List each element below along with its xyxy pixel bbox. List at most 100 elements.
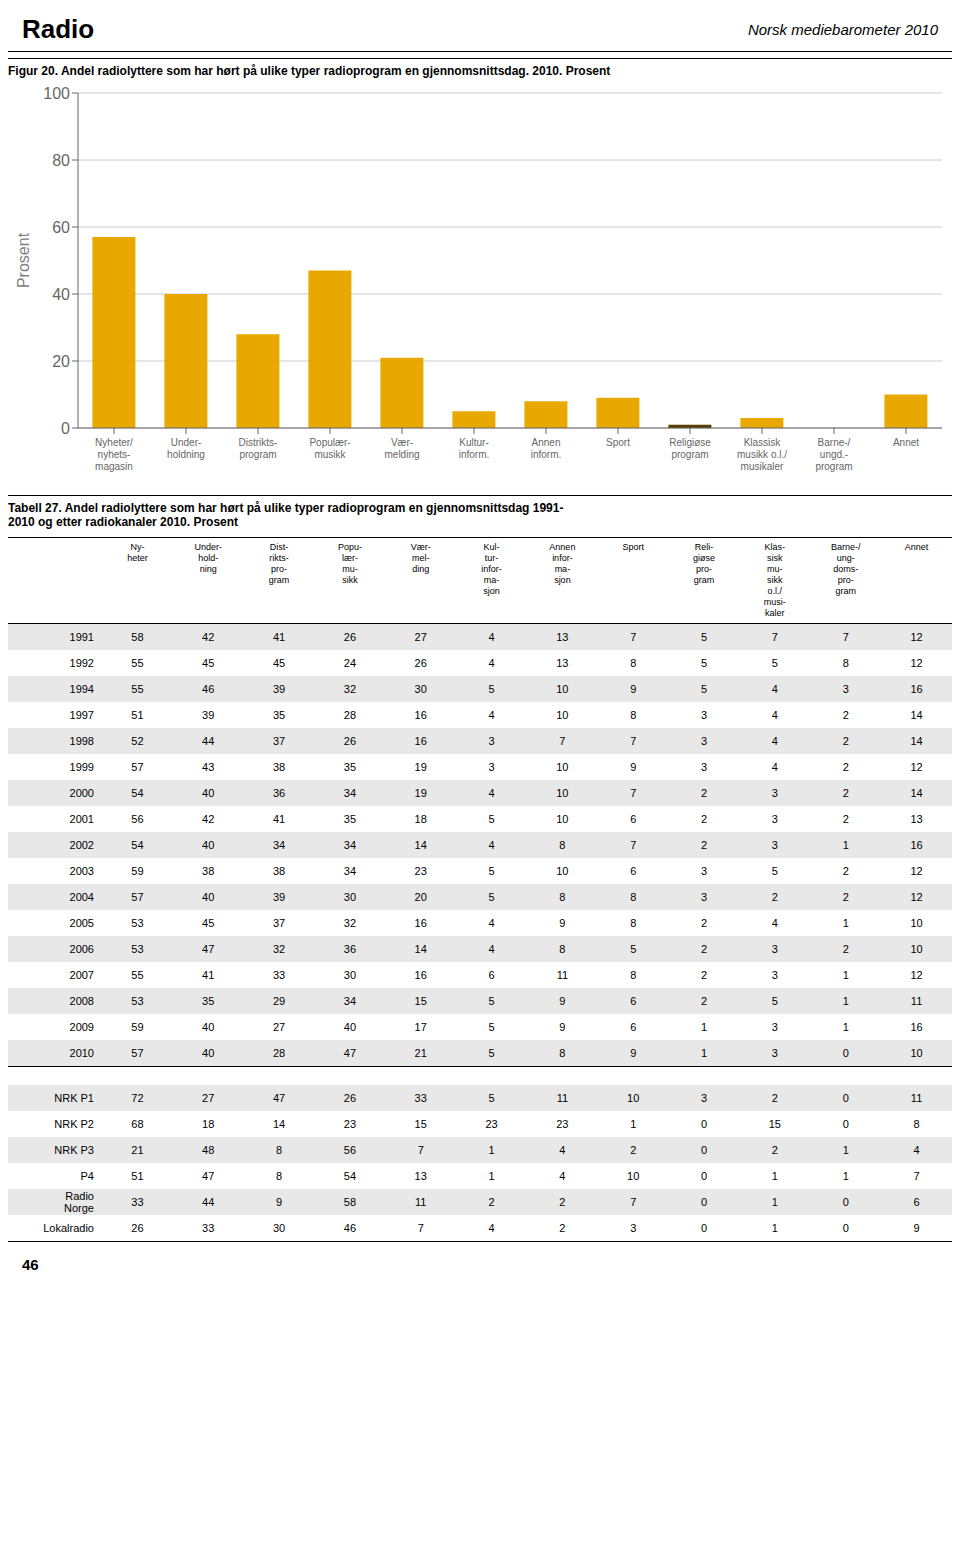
html-text:Vær- mel- ding: Vær- mel- ding — [410, 542, 431, 574]
svg-text:20: 20 — [52, 353, 70, 370]
html-text:Annen infor- ma- sjon: Annen infor- ma- sjon — [549, 542, 576, 585]
svg-text:Barne-/ungd.-program: Barne-/ungd.-program — [815, 437, 852, 472]
html-text:Tabell 27. Andel radiolyttere: Tabell 27. Andel radiolyttere som har hø… — [8, 501, 564, 529]
html-text:37: 37 — [272, 735, 286, 747]
html-text:16: 16 — [910, 683, 923, 695]
html-text:Radio: Radio — [22, 14, 95, 44]
html-text:10: 10 — [556, 787, 569, 799]
html-text:58: 58 — [131, 631, 144, 643]
html-text:1991: 1991 — [69, 631, 94, 643]
svg-text:0: 0 — [61, 420, 70, 437]
html-text:41: 41 — [272, 813, 286, 825]
html-text:16: 16 — [414, 735, 427, 747]
html-text:13: 13 — [910, 813, 923, 825]
html-text:10: 10 — [556, 813, 569, 825]
html-text:27: 27 — [414, 631, 427, 643]
html-text:54: 54 — [131, 839, 144, 851]
html-text:Under- hold- ning: Under- hold- ning — [194, 542, 222, 574]
svg-text:Under-holdning: Under-holdning — [167, 437, 205, 460]
html-text:55: 55 — [131, 683, 144, 695]
html-text:Kul- tur- infor- ma- sjon: Kul- tur- infor- ma- sjon — [481, 542, 502, 596]
html-text:45: 45 — [272, 657, 286, 669]
html-text:42: 42 — [202, 631, 215, 643]
html-text:1998: 1998 — [69, 735, 94, 747]
html-text:26: 26 — [343, 735, 356, 747]
html-text:Norsk mediebarometer 2010: Norsk mediebarometer 2010 — [747, 21, 938, 38]
html-text:Barne-/ ung- doms- pro- gram: Barne-/ ung- doms- pro- gram — [830, 542, 861, 596]
html-text:30: 30 — [414, 683, 427, 695]
svg-text:Kultur-inform.: Kultur-inform. — [459, 437, 490, 460]
html-text:1992: 1992 — [69, 657, 94, 669]
html-text:Klas- sisk mu- sikk o.l./ musi: Klas- sisk mu- sikk o.l./ musi- kaler — [763, 542, 786, 618]
svg-text:Populær-musikk: Populær-musikk — [309, 437, 350, 460]
svg-text:Anneninform.: Anneninform. — [531, 437, 562, 460]
html-text:34: 34 — [343, 787, 356, 799]
html-text:24: 24 — [343, 657, 356, 669]
html-text:10: 10 — [556, 683, 569, 695]
html-text:2002: 2002 — [69, 839, 94, 851]
html-text:52: 52 — [131, 735, 144, 747]
html-text:35: 35 — [272, 709, 286, 721]
html-text:16: 16 — [414, 709, 427, 721]
html-text:39: 39 — [272, 683, 286, 695]
html-text:14: 14 — [910, 709, 923, 721]
html-text:12: 12 — [910, 631, 923, 643]
html-text:43: 43 — [202, 761, 215, 773]
html-text:35: 35 — [343, 813, 356, 825]
svg-text:Religiøseprogram: Religiøseprogram — [669, 437, 711, 460]
html-text:41: 41 — [272, 631, 286, 643]
svg-text:Vær-melding: Vær-melding — [384, 437, 419, 460]
html-text:14: 14 — [910, 735, 923, 747]
svg-text:40: 40 — [52, 286, 70, 303]
html-text:Popu- lær- mu- sikk: Popu- lær- mu- sikk — [337, 542, 362, 585]
svg-text:60: 60 — [52, 219, 70, 236]
html-text:19: 19 — [414, 761, 427, 773]
svg-text:100: 100 — [43, 85, 70, 102]
svg-text:Prosent: Prosent — [15, 232, 32, 288]
html-text:1997: 1997 — [69, 709, 94, 721]
html-text:Dist- rikts- pro- gram: Dist- rikts- pro- gram — [268, 542, 290, 585]
html-text:1994: 1994 — [69, 683, 94, 695]
html-text:Ny- heter: Ny- heter — [127, 542, 148, 563]
html-text:26: 26 — [414, 657, 427, 669]
html-text:10: 10 — [556, 761, 569, 773]
html-text:55: 55 — [131, 657, 144, 669]
html-text:12: 12 — [910, 761, 923, 773]
svg-text:Sport: Sport — [606, 437, 630, 448]
html-text:Figur 20. Andel radiolyttere s: Figur 20. Andel radiolyttere som har hør… — [8, 64, 611, 78]
html-text:13: 13 — [556, 657, 569, 669]
html-text:42: 42 — [202, 813, 215, 825]
html-text:Radio Norge: Radio Norge — [64, 1190, 94, 1214]
html-text:54: 54 — [131, 787, 144, 799]
html-text:2000: 2000 — [69, 787, 94, 799]
html-text:Reli- giøse pro- gram: Reli- giøse pro- gram — [693, 542, 715, 585]
html-text:12: 12 — [910, 657, 923, 669]
html-text:45: 45 — [202, 657, 215, 669]
html-text:1999: 1999 — [69, 761, 94, 773]
html-text:39: 39 — [202, 709, 215, 721]
svg-text:Annet: Annet — [893, 437, 919, 448]
html-text:36: 36 — [272, 787, 286, 799]
html-text:19: 19 — [414, 787, 427, 799]
html-text:44: 44 — [202, 735, 215, 747]
svg-text:Distrikts-program: Distrikts-program — [239, 437, 278, 460]
svg-text:Nyheter/nyhets-magasin: Nyheter/nyhets-magasin — [95, 437, 133, 472]
html-text:13: 13 — [556, 631, 569, 643]
html-text:38: 38 — [272, 761, 286, 773]
html-text:46: 46 — [22, 1256, 39, 1273]
html-text:14: 14 — [910, 787, 923, 799]
html-text:28: 28 — [343, 709, 356, 721]
html-text:40: 40 — [202, 787, 215, 799]
html-text:51: 51 — [131, 709, 144, 721]
html-text:57: 57 — [131, 761, 144, 773]
html-text:56: 56 — [131, 813, 144, 825]
html-text:35: 35 — [343, 761, 356, 773]
html-text:10: 10 — [556, 709, 569, 721]
svg-text:80: 80 — [52, 152, 70, 169]
html-text:26: 26 — [343, 631, 356, 643]
html-text:32: 32 — [343, 683, 356, 695]
svg-text:Klassiskmusikk o.l./musikaler: Klassiskmusikk o.l./musikaler — [737, 437, 787, 472]
html-text:2001: 2001 — [69, 813, 94, 825]
html-text:46: 46 — [202, 683, 215, 695]
html-text:18: 18 — [414, 813, 427, 825]
